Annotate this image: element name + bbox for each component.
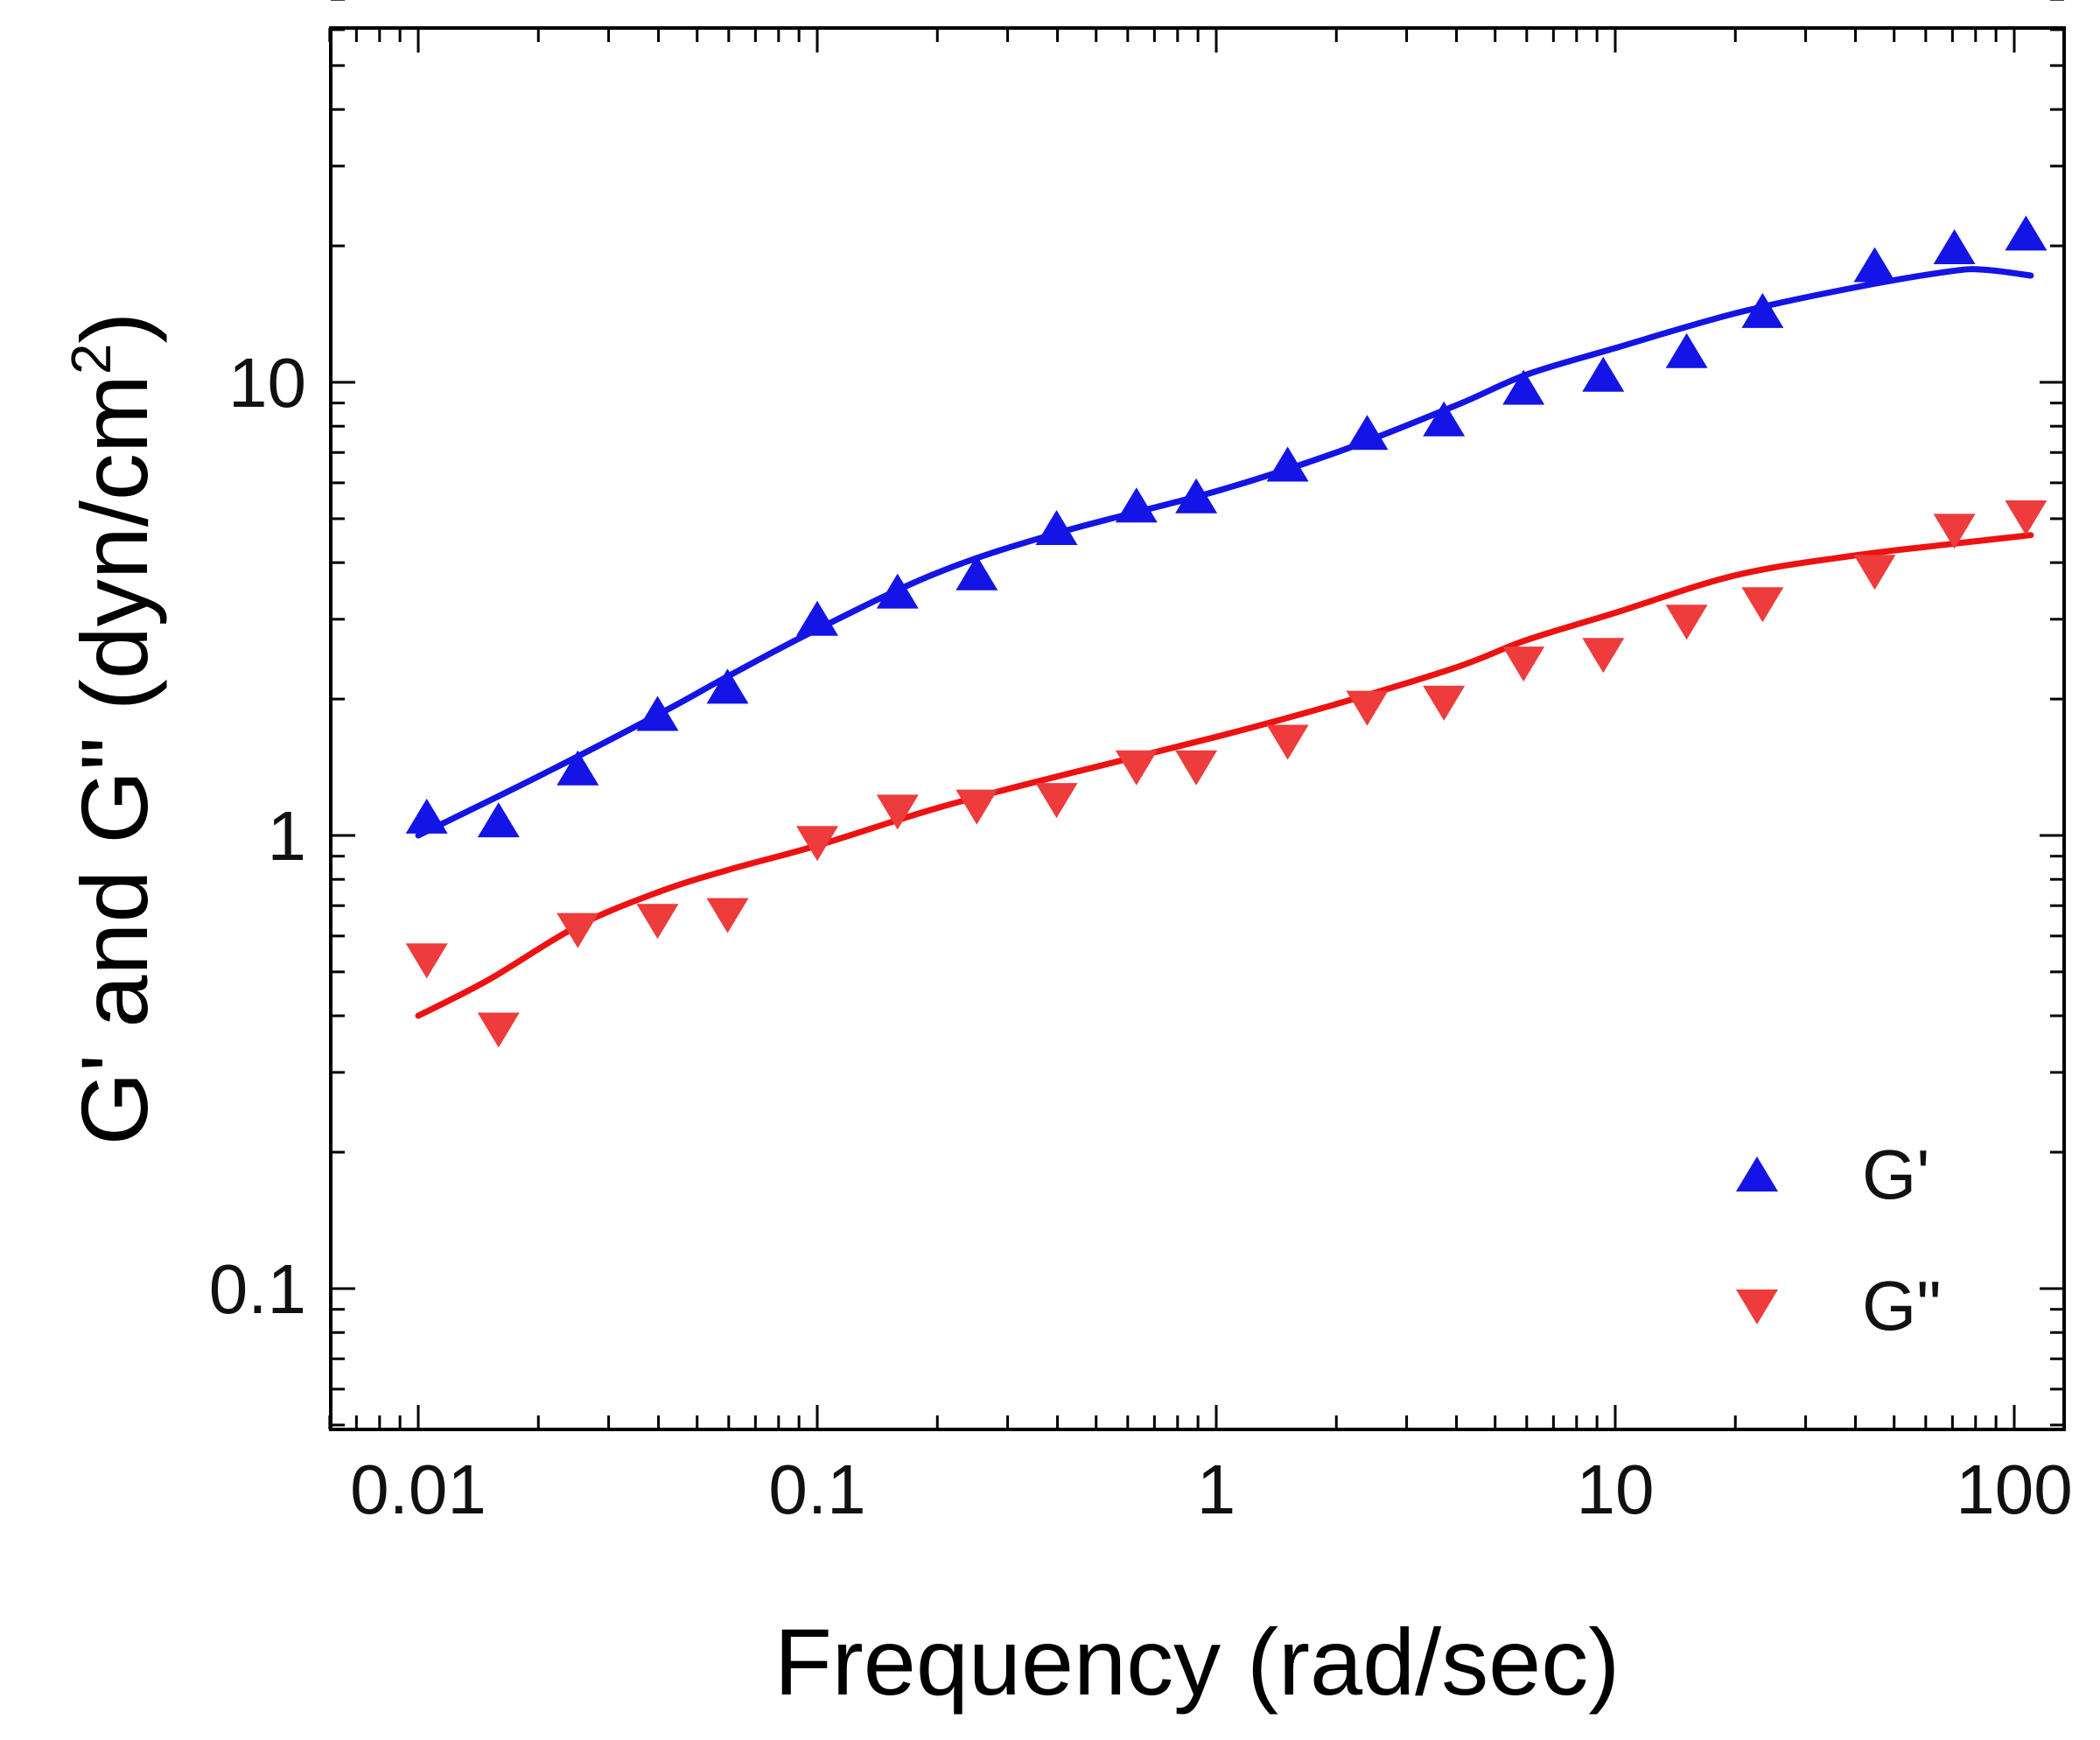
g-double-prime-point <box>1933 514 1976 549</box>
g-double-prime-point <box>1266 724 1309 760</box>
g-double-prime-point <box>876 794 919 830</box>
g-double-prime-point <box>636 904 679 940</box>
g-double-prime-point <box>2005 500 2048 535</box>
g-prime-point <box>2005 215 2048 251</box>
y-tick-label: 0.1 <box>209 1250 306 1328</box>
data-markers <box>405 215 2048 1048</box>
g-double-prime-point <box>1423 685 1466 721</box>
g-prime-point <box>636 695 679 731</box>
g-prime-point <box>876 573 919 609</box>
g-prime-point <box>1175 478 1218 514</box>
fit-lines <box>415 266 2034 1019</box>
g-double-prime-point <box>1175 750 1218 786</box>
x-tick-label: 1 <box>1197 1450 1236 1528</box>
fit-line-g-double-prime <box>415 532 2034 1019</box>
x-tick-label: 0.01 <box>350 1450 486 1528</box>
g-prime-point <box>1741 292 1784 328</box>
x-tick-label: 0.1 <box>768 1450 865 1528</box>
g-prime-point <box>706 668 749 704</box>
g-double-prime-point <box>1853 555 1896 590</box>
x-tick-label: 10 <box>1577 1450 1655 1528</box>
g-prime-point <box>796 600 838 636</box>
y-tick-label: 10 <box>228 344 306 422</box>
g-double-prime-point <box>556 912 599 948</box>
y-tick-label: 1 <box>268 797 307 875</box>
plot-frame <box>329 26 2066 1431</box>
legend-marker-g-double-prime <box>1736 1289 1778 1324</box>
g-double-prime-point <box>1035 783 1078 819</box>
y-tick-labels: 0.1 1 10 <box>209 344 306 1328</box>
y-axis-title: G' and G" (dyn/cm2) <box>60 312 167 1146</box>
minor-ticks <box>328 0 2064 1429</box>
g-double-prime-point <box>1115 750 1158 786</box>
g-double-prime-point <box>1741 587 1784 623</box>
g-prime-point <box>956 555 998 590</box>
x-tick-label: 100 <box>1956 1450 2072 1528</box>
g-prime-point <box>405 798 448 834</box>
x-tick-labels: 0.01 0.1 1 10 100 <box>350 1450 2073 1528</box>
major-ticks <box>331 28 2064 1429</box>
g-prime-point <box>1665 332 1708 368</box>
legend-label-g-prime: G' <box>1862 1136 1930 1213</box>
y-axis-title-main: G' and G" (dyn/cm <box>61 374 167 1145</box>
g-prime-point <box>1035 510 1078 545</box>
g-double-prime-point <box>1346 690 1389 726</box>
g-prime-point <box>1853 247 1896 283</box>
g-double-prime-point <box>1502 646 1545 682</box>
g-double-prime-point <box>1582 638 1625 674</box>
fit-line-g-prime <box>415 266 2034 839</box>
g-double-prime-point <box>956 789 998 825</box>
g-prime-point <box>1115 487 1158 523</box>
legend-label-g-double-prime: G" <box>1862 1267 1942 1345</box>
g-double-prime-point <box>477 1012 520 1048</box>
legend: G' G" <box>1736 1136 1942 1345</box>
g-double-prime-point <box>405 943 448 979</box>
g-prime-point <box>1502 369 1545 405</box>
g-prime-point <box>1346 415 1389 451</box>
legend-marker-g-prime <box>1736 1157 1778 1191</box>
y-axis-title-close: ) <box>61 312 167 344</box>
x-axis-title: Frequency (rad/sec) <box>774 1609 1620 1715</box>
g-double-prime-point <box>1665 604 1708 640</box>
y-axis-title-superscript: 2 <box>60 344 122 375</box>
g-prime-point <box>556 750 599 786</box>
g-prime-point <box>1582 356 1625 392</box>
g-double-prime-point <box>706 898 749 933</box>
g-prime-point <box>1933 229 1976 264</box>
g-prime-point <box>1266 446 1309 482</box>
g-prime-point <box>477 802 520 838</box>
g-double-prime-point <box>796 826 838 862</box>
g-prime-point <box>1423 401 1466 437</box>
